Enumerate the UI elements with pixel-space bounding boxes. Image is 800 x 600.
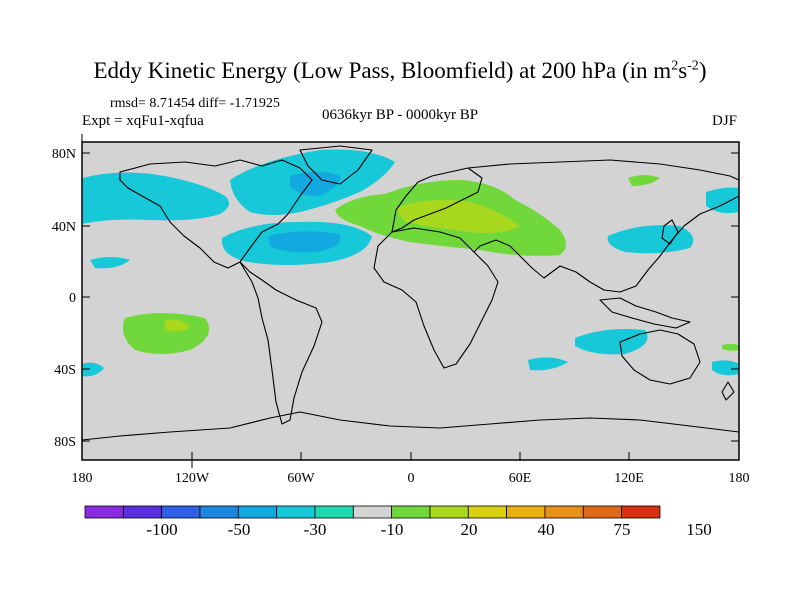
colorbar-label: 20: [461, 520, 478, 539]
coast-australia: [619, 329, 701, 385]
colorbar-swatch: [122, 505, 163, 519]
lat-label: 40N: [52, 220, 76, 235]
period-label: 0636kyr BP - 0000kyr BP: [322, 107, 479, 123]
lat-label: 40S: [54, 363, 76, 378]
coast-japan: [661, 219, 679, 245]
coast-africa: [373, 227, 499, 369]
fill-south-america-small: [722, 343, 739, 351]
fill-west-pacific-small: [90, 257, 130, 269]
lon-label: 0: [408, 471, 415, 486]
fill-south-atlantic: [528, 357, 568, 371]
coast-greenland: [299, 145, 373, 185]
lat-label: 0: [69, 291, 76, 306]
colorbar-swatch: [84, 505, 124, 519]
colorbar-swatch: [391, 505, 431, 519]
axis-ticks: [81, 134, 739, 468]
lon-label: 180: [729, 471, 750, 486]
colorbar-label: 75: [614, 520, 631, 539]
coast-south-america: [239, 261, 323, 425]
colorbar-swatch: [544, 505, 584, 519]
fill-mid-atlantic-core: [268, 231, 341, 253]
colorbar-swatch: [161, 505, 201, 519]
fill-north-america-core: [290, 172, 340, 196]
coast-europe: [391, 167, 483, 233]
rmsd-diff-label: rmsd= 8.71454 diff= -1.71925: [110, 96, 280, 111]
fill-south-pacific: [122, 313, 210, 354]
coast-asia: [467, 159, 740, 293]
lon-label: 120E: [614, 471, 644, 486]
colorbar-swatch: [467, 505, 508, 519]
fill-south-west-pacific: [82, 362, 104, 377]
coast-new-zealand: [721, 381, 735, 401]
colorbar-swatch: [506, 505, 546, 519]
fill-north-pacific-east: [706, 187, 739, 214]
fill-siberia: [628, 175, 660, 186]
colorbar-label: -100: [146, 520, 177, 539]
fill-tasman: [712, 360, 739, 376]
lon-label: 60E: [509, 471, 532, 486]
lon-label: 60W: [287, 471, 315, 486]
colorbar-label: 150: [686, 520, 712, 539]
colorbar-swatch: [276, 505, 316, 519]
colorbar-swatch: [621, 505, 661, 519]
colorbar-swatch: [352, 505, 393, 519]
anomaly-fills: [82, 149, 739, 377]
colorbar-label: -30: [304, 520, 327, 539]
chart-title: Eddy Kinetic Energy (Low Pass, Bloomfiel…: [93, 58, 707, 83]
colorbar-swatch: [314, 505, 354, 519]
colorbar-label: -10: [381, 520, 404, 539]
lon-label: 120W: [175, 471, 210, 486]
colorbar-swatch: [429, 505, 469, 519]
season-label: DJF: [712, 113, 738, 129]
coast-antarctica: [81, 411, 740, 441]
lat-label: 80S: [54, 435, 76, 450]
experiment-label: Expt = xqFu1-xqfua: [82, 113, 204, 129]
coast-indonesia: [599, 297, 691, 329]
colorbar-label: -50: [228, 520, 251, 539]
fill-south-pacific-core: [165, 319, 190, 332]
fill-east-asia: [607, 225, 694, 254]
fill-south-indian: [575, 329, 648, 355]
colorbar-swatch: [237, 505, 278, 519]
colorbar-swatch: [199, 505, 239, 519]
colorbar: [84, 505, 661, 519]
fill-north-pacific: [82, 172, 229, 224]
colorbar-swatch: [582, 505, 623, 519]
coast-north-america: [119, 159, 313, 269]
fill-europe-core: [395, 200, 520, 234]
colorbar-label: 40: [538, 520, 555, 539]
lon-label: 180: [72, 471, 93, 486]
lat-label: 80N: [52, 147, 76, 162]
coastlines: [81, 145, 740, 441]
